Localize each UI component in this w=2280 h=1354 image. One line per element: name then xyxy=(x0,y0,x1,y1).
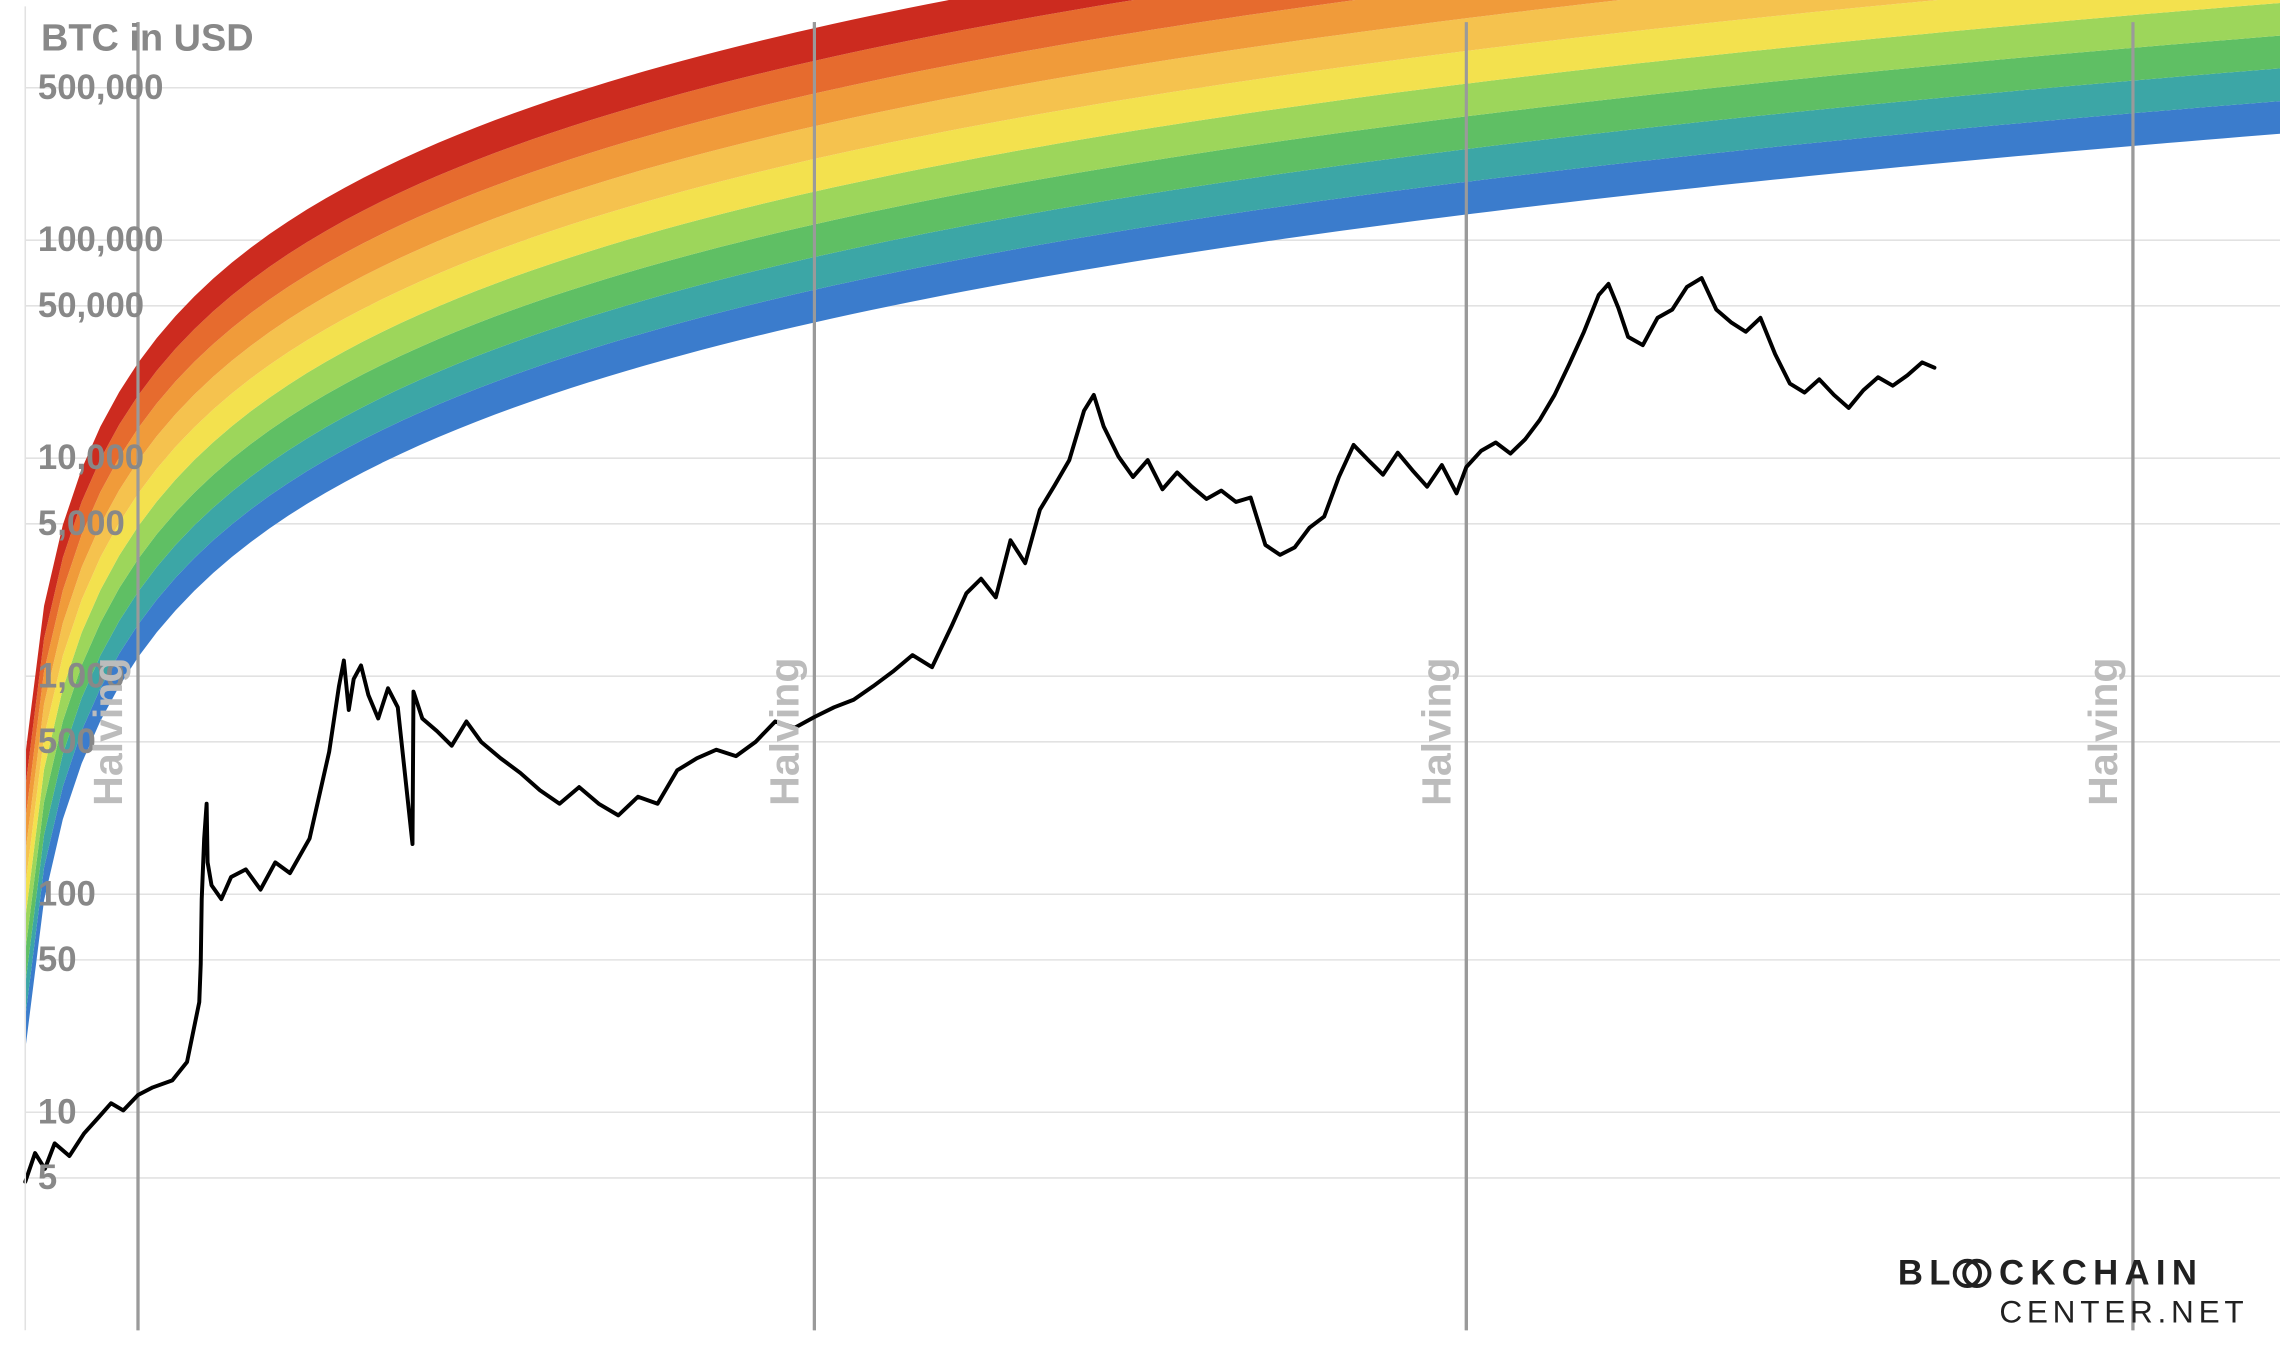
y-tick-label: 10 xyxy=(38,1093,77,1131)
chart-svg: 510501005001,0005,00010,00050,000100,000… xyxy=(0,0,2280,1354)
halving-label: Halving xyxy=(762,658,808,806)
y-tick-label: 100 xyxy=(38,875,96,913)
axis-title: BTC in USD xyxy=(41,18,254,60)
watermark-line2: CENTER.NET xyxy=(1999,1293,2248,1329)
halving-label: Halving xyxy=(85,658,131,806)
y-tick-label: 5,000 xyxy=(38,505,125,543)
watermark-line1-suffix: CKCHAIN xyxy=(1999,1254,2203,1292)
y-tick-label: 100,000 xyxy=(38,221,164,259)
y-tick-label: 50 xyxy=(38,941,77,979)
halving-label: Halving xyxy=(2080,658,2126,806)
y-tick-label: 10,000 xyxy=(38,439,144,477)
halving-label: Halving xyxy=(1414,658,1460,806)
y-tick-label: 50,000 xyxy=(38,287,144,325)
watermark-line1-prefix: BL xyxy=(1898,1254,1957,1292)
y-tick-label: 500,000 xyxy=(38,69,164,107)
y-tick-label: 5 xyxy=(38,1159,57,1197)
rainbow-chart: 510501005001,0005,00010,00050,000100,000… xyxy=(0,0,2280,1354)
